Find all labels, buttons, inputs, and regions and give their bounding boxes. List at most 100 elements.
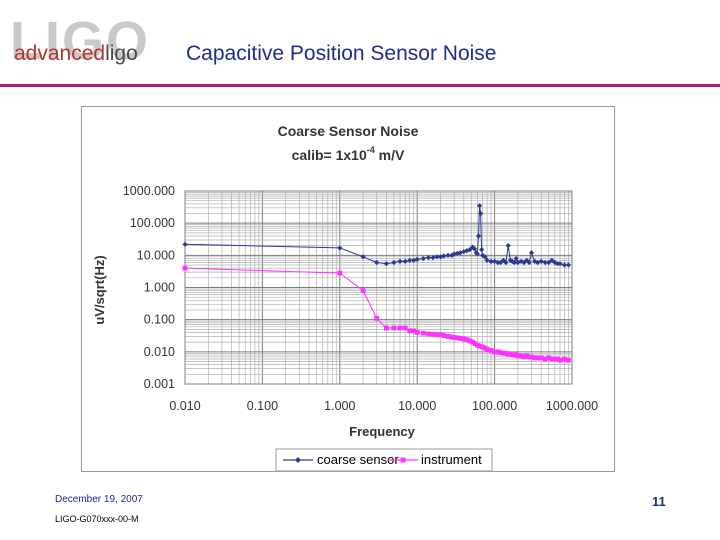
series-layer <box>182 203 572 363</box>
data-point <box>360 288 366 294</box>
data-point <box>457 336 463 341</box>
legend-coarse-label: coarse sensor <box>317 452 399 467</box>
data-point <box>434 332 440 338</box>
data-point <box>529 354 534 360</box>
data-point <box>411 328 417 334</box>
data-point <box>454 250 460 256</box>
page-number: 11 <box>652 494 666 509</box>
data-point <box>383 261 389 267</box>
data-point <box>471 246 478 252</box>
x-tick-label: 10.000 <box>398 399 436 413</box>
data-point <box>337 245 343 251</box>
data-point <box>532 355 538 361</box>
subtitle-exponent: -4 <box>367 145 375 155</box>
legend-instrument-label: instrument <box>421 452 482 467</box>
data-point <box>182 265 188 271</box>
data-point <box>492 258 498 264</box>
data-point <box>532 258 538 264</box>
y-tick-label: 100.000 <box>130 216 175 230</box>
data-point <box>557 261 563 267</box>
data-point <box>477 343 483 349</box>
data-point <box>524 257 530 263</box>
data-point <box>402 258 408 264</box>
y-axis-label: uV/sqrt(Hz) <box>92 255 107 324</box>
data-point <box>441 333 447 338</box>
data-point <box>451 251 457 257</box>
x-tick-label: 0.010 <box>169 399 200 413</box>
data-point <box>449 252 455 258</box>
footer-date: December 19, 2007 <box>55 494 143 505</box>
data-point <box>479 247 485 253</box>
data-point <box>557 357 563 363</box>
data-point <box>360 254 366 260</box>
series-line <box>184 205 569 266</box>
legend-instrument-marker <box>400 457 406 463</box>
plot-area <box>184 190 573 385</box>
data-point <box>542 356 548 362</box>
data-point <box>505 243 511 249</box>
data-point <box>182 241 188 247</box>
data-point <box>498 350 504 355</box>
data-point <box>484 346 490 352</box>
y-tick-label: 1000.000 <box>123 184 175 198</box>
data-point <box>451 335 457 340</box>
data-point <box>475 233 482 239</box>
data-point <box>552 356 558 362</box>
data-point <box>464 337 470 343</box>
data-point <box>475 342 480 348</box>
data-point <box>425 255 432 261</box>
data-point <box>434 254 440 260</box>
data-point <box>467 338 473 344</box>
data-point <box>521 354 527 360</box>
data-point <box>492 349 497 355</box>
data-point <box>445 334 451 339</box>
data-point <box>535 355 541 361</box>
y-tick-label: 0.010 <box>144 345 175 359</box>
data-point <box>391 325 397 331</box>
x-axis-label: Frequency <box>349 424 416 439</box>
data-point <box>474 251 481 257</box>
y-tick-labels: 0.001 0.010 0.100 1.000 10.000 100.000 1000.00… <box>123 184 175 391</box>
series-instrument <box>182 265 571 363</box>
data-point <box>397 325 403 331</box>
data-point <box>549 356 555 362</box>
x-tick-label: 100.000 <box>472 399 517 413</box>
logo: advancedligo <box>14 43 138 64</box>
data-point <box>562 356 567 362</box>
data-point <box>420 330 426 336</box>
data-point <box>407 328 413 334</box>
y-tick-label: 0.001 <box>144 377 175 391</box>
data-point <box>438 332 443 338</box>
logo-ligo: ligo <box>105 42 138 65</box>
data-point <box>513 255 519 262</box>
noise-chart: Coarse Sensor Noise calib= 1x10-4 m/V 0.… <box>92 123 598 471</box>
data-point <box>337 270 343 276</box>
x-tick-labels: 0.010 0.100 1.000 10.000 100.000 1000.000 <box>169 399 598 413</box>
x-tick-label: 1000.000 <box>546 399 598 413</box>
data-point <box>430 255 436 261</box>
y-tick-label: 1.000 <box>144 281 175 295</box>
slide-title: Capacitive Position Sensor Noise <box>186 42 497 65</box>
data-point <box>470 339 476 345</box>
data-point <box>538 355 544 361</box>
data-point <box>374 315 380 321</box>
data-point <box>397 258 403 264</box>
logo-watermark: LIGO <box>10 11 150 71</box>
chart-frame: Coarse Sensor Noise calib= 1x10-4 m/V 0.… <box>81 106 615 472</box>
data-point <box>430 331 436 337</box>
y-tick-label: 0.100 <box>144 313 175 327</box>
chart-subtitle: calib= 1x10-4 m/V <box>292 145 405 163</box>
legend: coarse sensor instrument <box>275 448 493 471</box>
data-point <box>488 348 494 353</box>
data-point <box>515 259 521 266</box>
data-point <box>538 258 544 264</box>
legend-coarse-marker <box>295 457 301 463</box>
x-tick-label: 0.100 <box>247 399 278 413</box>
data-point <box>524 353 530 359</box>
data-point <box>515 353 521 359</box>
subtitle-prefix: calib= 1x10 <box>292 147 367 163</box>
x-tick-label: 1.000 <box>324 399 355 413</box>
data-point <box>476 203 483 209</box>
data-point <box>402 325 408 331</box>
legend-box <box>275 448 493 471</box>
